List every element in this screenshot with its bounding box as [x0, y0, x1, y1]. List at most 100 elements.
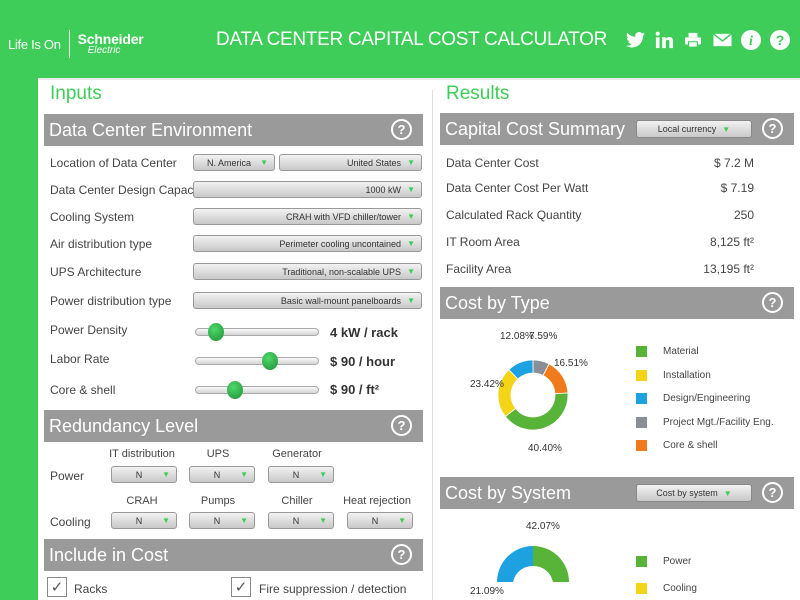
- capacity-label: Data Center Design Capacity: [50, 183, 206, 197]
- cost-by-system-title: Cost by System: [445, 482, 572, 503]
- facility-area-value: 13,195 ft²: [703, 262, 754, 276]
- power-density-slider[interactable]: [195, 323, 319, 341]
- brand-name: Schneider: [77, 31, 144, 47]
- brand-subname: Electric: [87, 45, 121, 56]
- cooling-swatch: [636, 583, 647, 594]
- core-shell-value: $ 90 / ft²: [330, 382, 380, 397]
- chiller-dropdown[interactable]: N ▼: [268, 512, 334, 529]
- it-distribution-heading: IT distribution: [109, 448, 175, 460]
- ups-value: Traditional, non-scalable UPS: [282, 266, 401, 277]
- chevron-down-icon: ▼: [240, 516, 248, 525]
- region-dropdown[interactable]: N. America ▼: [193, 154, 275, 171]
- system-view-dropdown[interactable]: Cost by system ▼: [636, 484, 752, 502]
- generator-heading: Generator: [272, 448, 322, 460]
- heat-rejection-value: N: [371, 515, 379, 526]
- system-left-pct-label: 21.09%: [470, 586, 504, 597]
- design-swatch: [636, 393, 647, 404]
- region-value: N. America: [206, 157, 251, 168]
- labor-rate-slider-handle[interactable]: [262, 352, 279, 370]
- schneider-logo: Schneider Electric: [78, 32, 144, 56]
- pumps-value: N: [213, 515, 221, 526]
- dc-cost-label: Data Center Cost: [446, 156, 539, 170]
- cooling-value: CRAH with VFD chiller/tower: [285, 211, 401, 222]
- core-shell-slider[interactable]: [195, 381, 319, 399]
- include-help-icon[interactable]: ?: [391, 544, 412, 565]
- it-distribution-dropdown[interactable]: N ▼: [111, 466, 177, 483]
- twitter-icon[interactable]: [625, 30, 645, 50]
- ups-dropdown[interactable]: Traditional, non-scalable UPS ▼: [193, 263, 422, 280]
- crah-heading: CRAH: [126, 495, 158, 507]
- capacity-dropdown[interactable]: 1000 kW ▼: [193, 181, 422, 198]
- country-dropdown[interactable]: United States ▼: [279, 154, 422, 171]
- fire-suppression-checkbox[interactable]: ✓: [231, 577, 251, 597]
- power-redundancy-label: Power: [50, 469, 85, 483]
- system-other-segment: [497, 546, 533, 582]
- facility-area-label: Facility Area: [446, 262, 512, 276]
- cost-by-system-donut-chart: [497, 546, 569, 582]
- legend-core: Core & shell: [636, 440, 717, 451]
- power-density-label: Power Density: [50, 323, 128, 337]
- chiller-value: N: [292, 515, 300, 526]
- cooling-redundancy-label: Cooling: [50, 515, 91, 529]
- heat-rejection-dropdown[interactable]: N ▼: [347, 512, 413, 529]
- system-view-value: Cost by system: [656, 488, 718, 498]
- chevron-down-icon: ▼: [407, 158, 415, 167]
- life-is-on-text: Life Is On: [8, 36, 61, 52]
- info-icon[interactable]: i: [741, 30, 761, 50]
- currency-dropdown[interactable]: Local currency ▼: [636, 120, 752, 138]
- pumps-dropdown[interactable]: N ▼: [189, 512, 255, 529]
- column-divider: [432, 90, 433, 600]
- environment-section-title: Data Center Environment: [49, 119, 253, 140]
- racks-checkbox[interactable]: ✓: [47, 577, 67, 597]
- pumps-heading: Pumps: [200, 495, 236, 507]
- power-distribution-value: Basic wall-mount panelboards: [280, 295, 401, 306]
- linkedin-icon[interactable]: [654, 30, 674, 50]
- legend-installation-text: Installation: [663, 370, 711, 381]
- power-distribution-label: Power distribution type: [50, 294, 172, 308]
- power-distribution-dropdown[interactable]: Basic wall-mount panelboards ▼: [193, 292, 422, 309]
- chevron-down-icon: ▼: [398, 516, 406, 525]
- core-shell-slider-handle[interactable]: [227, 381, 244, 399]
- print-icon[interactable]: [683, 30, 703, 50]
- ups-redundancy-dropdown[interactable]: N ▼: [189, 466, 255, 483]
- air-distribution-dropdown[interactable]: Perimeter cooling uncontained ▼: [193, 235, 422, 252]
- ups-redundancy-heading: UPS: [206, 448, 230, 460]
- cooling-dropdown[interactable]: CRAH with VFD chiller/tower ▼: [193, 208, 422, 225]
- crah-dropdown[interactable]: N ▼: [111, 512, 177, 529]
- legend-design: Design/Engineering: [636, 393, 750, 404]
- generator-dropdown[interactable]: N ▼: [268, 466, 334, 483]
- chevron-down-icon: ▼: [407, 212, 415, 221]
- page-title: DATA CENTER CAPITAL COST CALCULATOR: [216, 29, 608, 50]
- currency-value: Local currency: [657, 124, 717, 134]
- chevron-down-icon: ▼: [407, 267, 415, 276]
- cost-by-type-help-icon[interactable]: ?: [762, 292, 783, 313]
- cost-by-type-title: Cost by Type: [445, 292, 550, 313]
- material-swatch: [636, 346, 647, 357]
- share-toolbar: i ?: [625, 30, 790, 50]
- cost-per-watt-label: Data Center Cost Per Watt: [446, 181, 589, 195]
- donut-slice-installation: [497, 369, 519, 418]
- email-icon[interactable]: [712, 30, 732, 50]
- redundancy-help-icon[interactable]: ?: [391, 415, 412, 436]
- inputs-heading: Inputs: [50, 83, 102, 104]
- legend-design-text: Design/Engineering: [663, 393, 751, 404]
- heat-rejection-heading: Heat rejection: [343, 495, 411, 507]
- chevron-down-icon: ▼: [722, 124, 731, 134]
- redundancy-section-title: Redundancy Level: [49, 415, 199, 436]
- air-distribution-value: Perimeter cooling uncontained: [279, 238, 401, 249]
- installation-pct-label: 23.42%: [470, 379, 504, 390]
- help-icon[interactable]: ?: [770, 30, 790, 50]
- legend-project-text: Project Mgt./Facility Eng.: [663, 417, 774, 428]
- cost-by-system-help-icon[interactable]: ?: [762, 482, 783, 503]
- cooling-label: Cooling System: [50, 210, 135, 224]
- environment-help-icon[interactable]: ?: [391, 119, 412, 140]
- project-pct-label: 7.59%: [529, 331, 558, 342]
- labor-rate-slider[interactable]: [195, 352, 319, 370]
- chevron-down-icon: ▼: [723, 488, 732, 498]
- power-density-slider-handle[interactable]: [207, 323, 224, 341]
- summary-help-icon[interactable]: ?: [762, 118, 783, 139]
- system-top-pct-label: 42.07%: [526, 521, 560, 532]
- chevron-down-icon: ▼: [407, 239, 415, 248]
- chevron-down-icon: ▼: [240, 470, 248, 479]
- chevron-down-icon: ▼: [319, 470, 327, 479]
